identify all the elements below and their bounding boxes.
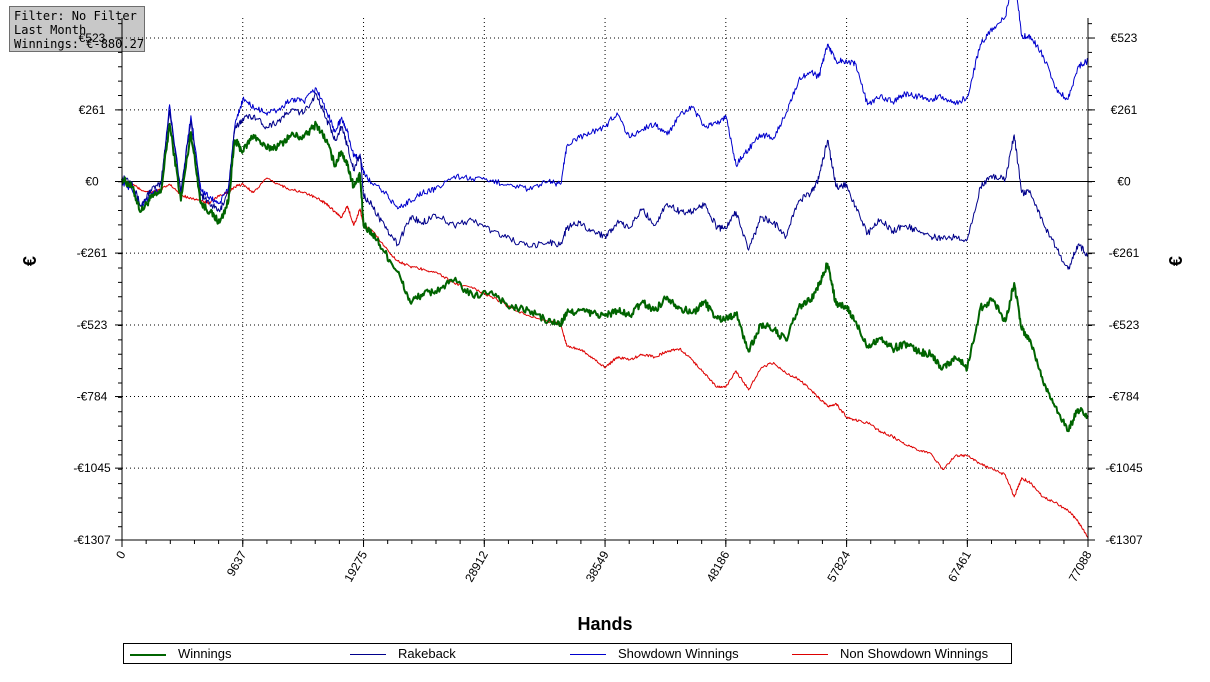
winnings-total: Winnings: €-880.27 [14,37,145,51]
y-tick-label-left: €523 [79,31,106,45]
x-tick-label: 28912 [462,548,491,584]
legend-swatch-winnings [130,654,166,656]
y-axis-title-left: € [20,256,40,266]
x-tick-label: 38549 [583,548,612,584]
y-tick-label-right: -€784 [1109,390,1140,404]
y-tick-label-right: -€523 [1109,318,1140,332]
y-tick-label-right: -€1307 [1105,533,1143,547]
y-tick-label-right: -€261 [1109,246,1140,260]
showdown-winnings-line [121,0,1089,210]
legend-label-rakeback: Rakeback [398,646,456,661]
filter-label: Filter: No Filter [14,9,137,23]
x-tick-label: 57824 [824,548,853,584]
y-tick-label-left: -€784 [77,390,108,404]
legend-swatch-non-showdown [792,654,828,655]
x-tick-label: 0 [113,548,129,561]
y-tick-label-left: -€261 [77,246,108,260]
y-tick-label-left: -€523 [77,318,108,332]
legend: Winnings Rakeback Showdown Winnings Non … [123,643,1012,664]
legend-swatch-rakeback [350,654,386,655]
x-tick-label: 9637 [224,548,250,578]
grid [122,18,1088,541]
y-tick-label-right: €0 [1117,174,1131,188]
y-tick-label-right: €523 [1111,31,1138,45]
axes [115,18,1095,547]
y-tick-label-left: -€1307 [73,533,111,547]
x-tick-label: 77088 [1066,548,1095,584]
legend-label-winnings: Winnings [178,646,232,661]
non-showdown-winnings-line [121,177,1089,539]
y-tick-label-left: €261 [79,103,106,117]
legend-label-non-showdown: Non Showdown Winnings [840,646,989,661]
winnings-line [121,120,1089,433]
y-tick-label-right: -€1045 [1105,461,1143,475]
y-tick-label-left: €0 [85,174,99,188]
series-group [121,0,1089,539]
x-tick-label: 19275 [341,548,370,584]
x-axis-title: Hands [577,614,632,634]
legend-label-showdown: Showdown Winnings [618,646,739,661]
rakeback-line [121,92,1089,270]
y-tick-label-right: €261 [1111,103,1138,117]
legend-swatch-showdown [570,654,606,655]
period-label: Last Month [14,23,87,37]
x-tick-label: 48186 [704,548,733,584]
y-axis-title-right: € [1166,256,1186,266]
y-tick-label-left: -€1045 [73,461,111,475]
x-tick-label: 67461 [945,548,974,584]
